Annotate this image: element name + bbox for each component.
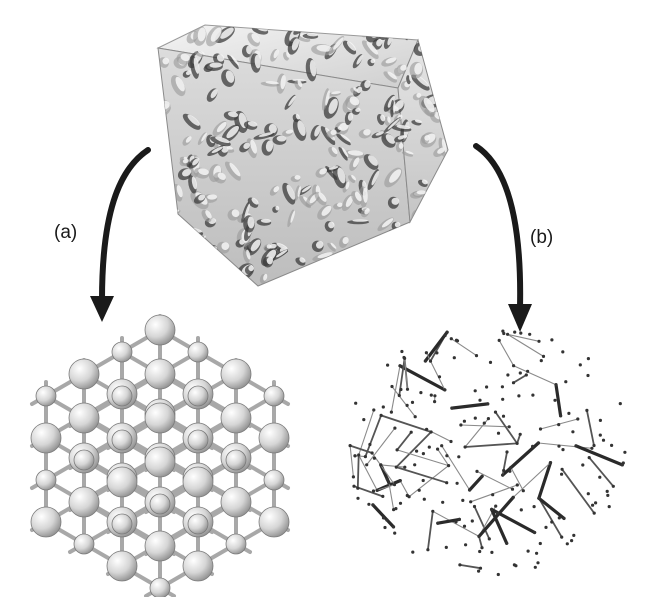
arrow-b: [473, 143, 532, 332]
label-b: (b): [530, 227, 553, 248]
label-a: (a): [54, 222, 77, 243]
sphere-lattice-image: [30, 314, 290, 597]
pore-network-image: [348, 329, 627, 577]
porous-cube-image: [156, 24, 449, 287]
arrow-a: [90, 147, 151, 322]
